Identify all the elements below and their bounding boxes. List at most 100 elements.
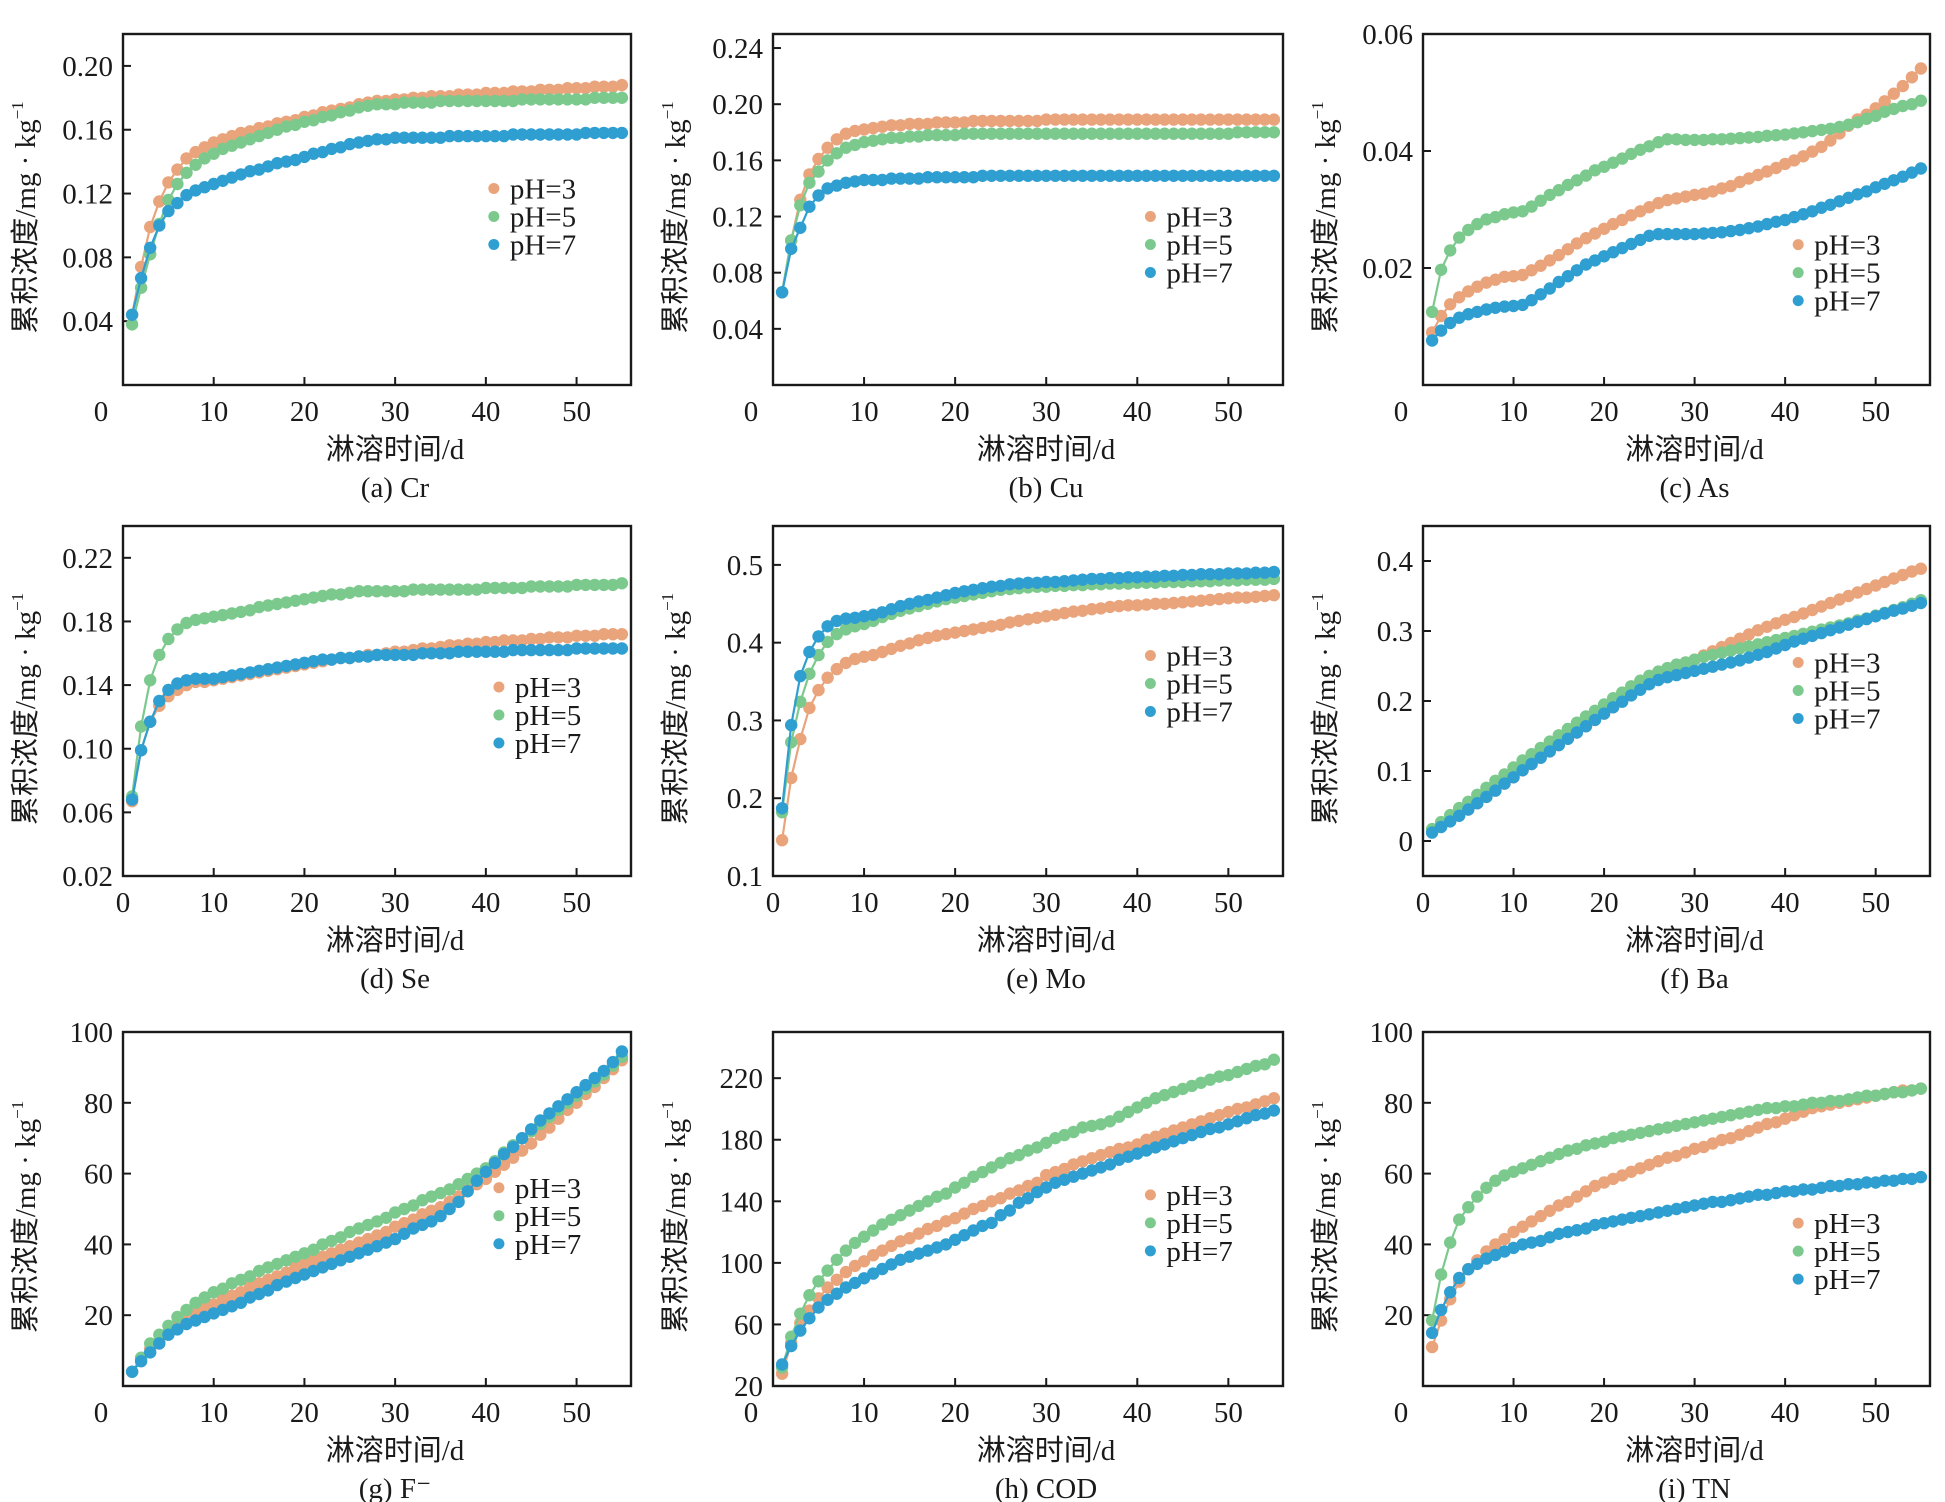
data-point bbox=[775, 834, 789, 847]
data-point bbox=[243, 1270, 257, 1283]
data-point bbox=[1103, 113, 1117, 126]
data-point bbox=[561, 82, 574, 95]
data-point bbox=[534, 643, 547, 657]
data-point bbox=[812, 189, 825, 202]
data-point bbox=[543, 631, 556, 644]
y-tick-label: 0.02 bbox=[62, 861, 113, 893]
data-point bbox=[939, 128, 953, 142]
data-point bbox=[1806, 1096, 1819, 1110]
data-point bbox=[885, 131, 898, 145]
y-axis-title: 累积浓度/mg · kg−1 bbox=[8, 593, 42, 825]
data-point bbox=[1516, 1220, 1529, 1233]
data-point bbox=[1570, 264, 1584, 277]
data-point bbox=[171, 1323, 184, 1336]
x-tick-label: 20 bbox=[290, 396, 319, 428]
data-point bbox=[1112, 127, 1126, 140]
data-point bbox=[479, 645, 493, 658]
data-point bbox=[876, 173, 889, 187]
data-point bbox=[1824, 1179, 1837, 1193]
data-point bbox=[876, 120, 889, 133]
y-axis-title-superscript: −1 bbox=[658, 593, 677, 611]
legend-label: pH=3 bbox=[1814, 648, 1880, 680]
data-point bbox=[1706, 1195, 1719, 1209]
data-point bbox=[1203, 593, 1217, 607]
axes-frame bbox=[1421, 1030, 1932, 1388]
legend-label: pH=5 bbox=[510, 201, 576, 233]
legend: pH=3pH=5pH=7 bbox=[1144, 202, 1233, 290]
data-point bbox=[470, 94, 483, 108]
data-point bbox=[1231, 567, 1244, 580]
data-point bbox=[588, 126, 601, 140]
y-axis-title: 累积浓度/mg · kg−1 bbox=[1308, 1101, 1342, 1333]
data-point bbox=[1797, 1183, 1810, 1196]
data-point bbox=[1213, 568, 1226, 581]
data-point bbox=[579, 126, 592, 140]
data-point bbox=[967, 127, 980, 140]
data-point bbox=[615, 642, 629, 655]
data-point bbox=[506, 128, 520, 141]
data-point bbox=[1815, 123, 1828, 137]
data-point bbox=[1267, 113, 1281, 126]
data-point bbox=[1058, 113, 1071, 126]
data-point bbox=[379, 1211, 393, 1225]
x-tick-label: 30 bbox=[1032, 396, 1061, 428]
data-point bbox=[1453, 1271, 1466, 1285]
legend-marker bbox=[1144, 650, 1156, 661]
data-point bbox=[1453, 809, 1466, 822]
data-point bbox=[543, 83, 556, 97]
data-point bbox=[1453, 231, 1466, 244]
data-point bbox=[830, 1273, 843, 1287]
data-point bbox=[1067, 169, 1080, 182]
data-point bbox=[1425, 826, 1439, 839]
legend-marker bbox=[1144, 1245, 1156, 1257]
data-point bbox=[803, 701, 816, 715]
y-axis-title-main: 累积浓度/mg · kg bbox=[9, 119, 42, 333]
data-point bbox=[967, 171, 980, 184]
y-tick-label: 0.1 bbox=[1377, 756, 1413, 788]
data-point bbox=[812, 683, 825, 697]
data-point bbox=[1222, 592, 1235, 605]
data-point bbox=[1222, 127, 1235, 140]
data-point bbox=[1914, 596, 1928, 610]
panel-h: 0 10 20 30 40 50 20 60 100 140 180 220 累积浓度/mg · kg−… bbox=[658, 1030, 1285, 1502]
data-point bbox=[1176, 113, 1190, 126]
y-tick-label: 80 bbox=[84, 1088, 113, 1120]
legend-marker bbox=[1792, 713, 1804, 724]
data-point bbox=[985, 620, 998, 633]
data-point bbox=[1444, 244, 1457, 257]
data-point bbox=[570, 1086, 583, 1099]
data-point bbox=[985, 127, 998, 140]
data-point bbox=[1231, 126, 1244, 139]
data-point bbox=[1140, 598, 1153, 611]
y-tick-label: 20 bbox=[84, 1300, 113, 1332]
data-point bbox=[1462, 803, 1475, 816]
data-point bbox=[958, 585, 971, 598]
panel-e: 0 10 20 30 40 50 0.1 0.2 0.3 0.4 0.5 累积浓度/mg · kg−1… bbox=[658, 524, 1285, 995]
data-point bbox=[967, 114, 980, 128]
data-point bbox=[588, 91, 601, 105]
data-point bbox=[615, 1045, 629, 1058]
data-point bbox=[857, 135, 871, 149]
x-tick-label: 30 bbox=[1680, 396, 1709, 428]
data-point bbox=[543, 643, 556, 657]
data-point bbox=[812, 1301, 825, 1314]
data-point bbox=[830, 133, 843, 146]
y-tick-label: 0.04 bbox=[712, 314, 763, 346]
data-point bbox=[794, 669, 807, 683]
data-point bbox=[1049, 113, 1062, 126]
data-point bbox=[1806, 124, 1819, 138]
data-point bbox=[407, 583, 420, 596]
data-point bbox=[921, 128, 934, 142]
panel-g: 0 10 20 30 40 50 20 40 60 80 100 累积浓度/mg · kg−1 淋溶时间… bbox=[8, 1017, 633, 1502]
data-point bbox=[153, 648, 166, 662]
x-tick-label: 20 bbox=[290, 887, 319, 919]
x-tick-label: 40 bbox=[1771, 1397, 1800, 1429]
panel-caption: (f) Ba bbox=[1660, 963, 1729, 995]
series-pH7 bbox=[1425, 162, 1928, 347]
x-tick-label: 0 bbox=[766, 887, 781, 919]
data-point bbox=[830, 147, 843, 160]
data-point bbox=[180, 152, 193, 165]
data-point bbox=[579, 629, 592, 642]
data-point bbox=[1489, 301, 1502, 314]
data-point bbox=[1561, 243, 1575, 256]
